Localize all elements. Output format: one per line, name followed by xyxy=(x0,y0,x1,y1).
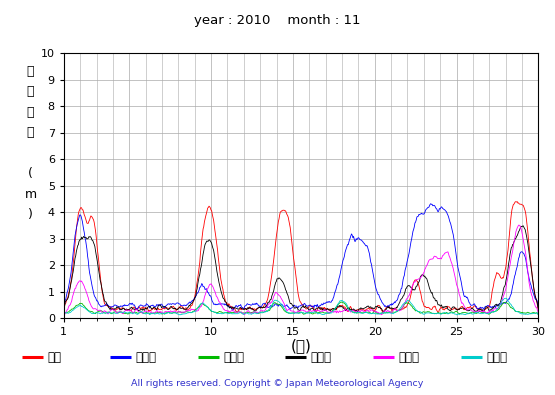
経ヶ崎 xyxy=(191,296,198,301)
Text: 有: 有 xyxy=(27,65,34,77)
石庫崎 xyxy=(337,299,344,304)
Text: 佐多岸: 佐多岸 xyxy=(486,351,507,364)
Text: 高: 高 xyxy=(27,126,34,139)
佐多岸 xyxy=(359,311,365,316)
Line: 佐多岸: 佐多岸 xyxy=(64,298,538,315)
松前 xyxy=(372,307,379,312)
松前 xyxy=(118,306,124,310)
石庫崎 xyxy=(191,308,198,313)
福江島 xyxy=(118,310,124,315)
Text: 経ヶ崎: 経ヶ崎 xyxy=(311,351,332,364)
Line: 松前: 松前 xyxy=(64,201,538,312)
Text: 石庫崎: 石庫崎 xyxy=(223,351,244,364)
福江島 xyxy=(535,310,542,315)
佐多岸 xyxy=(191,309,198,314)
石庫崎 xyxy=(118,310,124,314)
経ヶ崎 xyxy=(118,307,124,312)
Text: 義: 義 xyxy=(27,85,34,98)
佐多岸 xyxy=(166,311,173,316)
福江島 xyxy=(515,223,522,228)
江ノ島 xyxy=(118,304,124,308)
福江島 xyxy=(69,295,75,299)
江ノ島 xyxy=(535,305,542,310)
福江島 xyxy=(166,309,173,314)
江ノ島 xyxy=(360,239,366,244)
Line: 石庫崎: 石庫崎 xyxy=(64,302,538,314)
経ヶ崎 xyxy=(520,224,527,228)
江ノ島 xyxy=(229,308,236,313)
佐多岸 xyxy=(118,310,124,315)
石庫崎 xyxy=(60,312,67,317)
松前 xyxy=(514,199,521,204)
Text: 江ノ島: 江ノ島 xyxy=(135,351,157,364)
経ヶ崎 xyxy=(374,304,380,309)
Text: 松前: 松前 xyxy=(48,351,62,364)
松前 xyxy=(166,306,173,311)
江ノ島 xyxy=(374,288,380,293)
松前 xyxy=(535,308,542,313)
江ノ島 xyxy=(166,302,173,307)
石庫崎 xyxy=(360,310,366,315)
経ヶ崎 xyxy=(166,307,173,311)
福江島 xyxy=(60,314,67,318)
経ヶ崎 xyxy=(354,309,361,314)
Line: 福江島: 福江島 xyxy=(64,225,538,316)
石庫崎 xyxy=(374,311,380,316)
石庫崎 xyxy=(69,307,75,312)
X-axis label: (日): (日) xyxy=(291,339,311,354)
松前 xyxy=(191,296,198,301)
Text: 福江島: 福江島 xyxy=(398,351,420,364)
Line: 江ノ島: 江ノ島 xyxy=(64,204,538,310)
江ノ島 xyxy=(427,201,434,206)
Text: All rights reserved. Copyright © Japan Meteorological Agency: All rights reserved. Copyright © Japan M… xyxy=(132,379,423,388)
佐多岸 xyxy=(60,312,67,317)
佐多岸 xyxy=(69,308,75,313)
佐多岸 xyxy=(372,312,379,316)
江ノ島 xyxy=(69,258,75,263)
松前 xyxy=(60,308,67,313)
Text: ): ) xyxy=(28,209,33,221)
福江島 xyxy=(191,307,198,312)
江ノ島 xyxy=(60,307,67,312)
福江島 xyxy=(372,309,379,314)
経ヶ崎 xyxy=(60,308,67,313)
福江島 xyxy=(359,308,365,312)
Text: 波: 波 xyxy=(27,106,34,118)
Line: 経ヶ崎: 経ヶ崎 xyxy=(64,226,538,312)
松前 xyxy=(435,310,441,315)
佐多岸 xyxy=(535,312,542,317)
松前 xyxy=(69,269,75,273)
松前 xyxy=(359,307,365,311)
Text: year : 2010    month : 11: year : 2010 month : 11 xyxy=(194,14,361,27)
江ノ島 xyxy=(191,295,198,300)
経ヶ崎 xyxy=(360,307,366,311)
経ヶ崎 xyxy=(535,307,542,311)
Text: (: ( xyxy=(28,167,33,180)
石庫崎 xyxy=(166,310,173,315)
石庫崎 xyxy=(535,312,542,317)
Text: m: m xyxy=(24,188,37,201)
佐多岸 xyxy=(503,296,509,301)
経ヶ崎 xyxy=(69,273,75,278)
